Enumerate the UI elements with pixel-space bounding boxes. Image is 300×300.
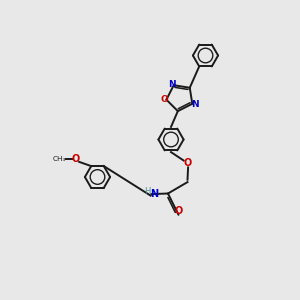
Text: O: O bbox=[71, 154, 80, 164]
Text: O: O bbox=[174, 206, 183, 216]
Text: O: O bbox=[183, 158, 192, 169]
Text: N: N bbox=[191, 100, 199, 109]
Text: CH₃: CH₃ bbox=[52, 157, 66, 163]
Text: H: H bbox=[144, 187, 151, 196]
Text: N: N bbox=[150, 189, 158, 199]
Text: N: N bbox=[168, 80, 176, 89]
Text: O: O bbox=[160, 95, 168, 104]
